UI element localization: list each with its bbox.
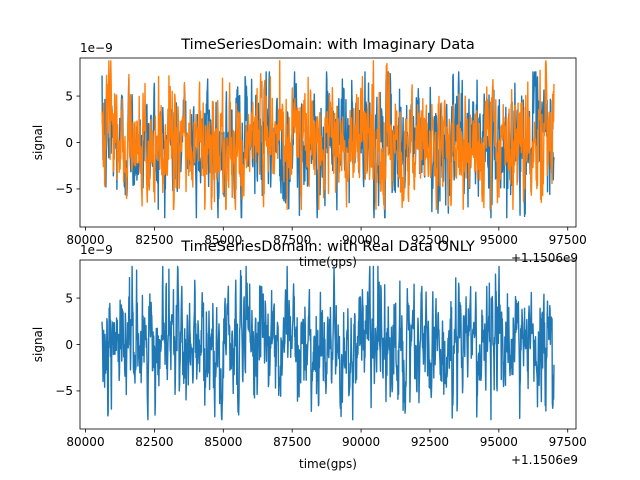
x-tick-label: 90000 [342, 435, 380, 449]
y-tick-label: −5 [55, 182, 73, 196]
chart-title: TimeSeriesDomain: with Imaginary Data [180, 37, 475, 53]
chart-title: TimeSeriesDomain: with Real Data ONLY [180, 239, 475, 255]
x-tick-label: 87500 [273, 233, 311, 247]
x-tick-label: 82500 [135, 233, 173, 247]
x-tick-label: 80000 [66, 233, 104, 247]
y-axis-label: signal [31, 327, 45, 363]
series-line-1 [101, 265, 555, 421]
y-tick-label: 0 [65, 338, 73, 352]
y-scale-label: 1e−9 [80, 243, 113, 257]
x-tick-label: 80000 [66, 435, 104, 449]
panel-imaginary: 80000 82500 85000 87500 90000 92500 95000 97500… [31, 37, 587, 269]
x-axis-label: time(gps) [299, 457, 357, 471]
x-tick-label: 85000 [204, 233, 242, 247]
x-offset-label: +1.1506e9 [511, 453, 578, 467]
panel-real-only: 80000 82500 85000 87500 90000 92500 95000 97500… [31, 239, 587, 471]
x-axis-label: time(gps) [299, 255, 357, 269]
x-tick-label: 92500 [411, 435, 449, 449]
y-tick-label: 5 [65, 291, 73, 305]
x-tick-label: 90000 [342, 233, 380, 247]
y-tick-label: −5 [55, 384, 73, 398]
x-tick-label: 95000 [480, 233, 518, 247]
x-tick-label: 82500 [135, 435, 173, 449]
y-tick-label: 5 [65, 89, 73, 103]
x-tick-label: 87500 [273, 435, 311, 449]
x-tick-label: 92500 [411, 233, 449, 247]
x-offset-label: +1.1506e9 [511, 251, 578, 265]
x-tick-label: 97500 [549, 435, 587, 449]
y-scale-label: 1e−9 [80, 41, 113, 55]
x-tick-label: 97500 [549, 233, 587, 247]
x-tick-label: 95000 [480, 435, 518, 449]
series-line-2 [101, 60, 555, 211]
y-axis-label: signal [31, 125, 45, 161]
y-tick-label: 0 [65, 136, 73, 150]
x-tick-label: 85000 [204, 435, 242, 449]
